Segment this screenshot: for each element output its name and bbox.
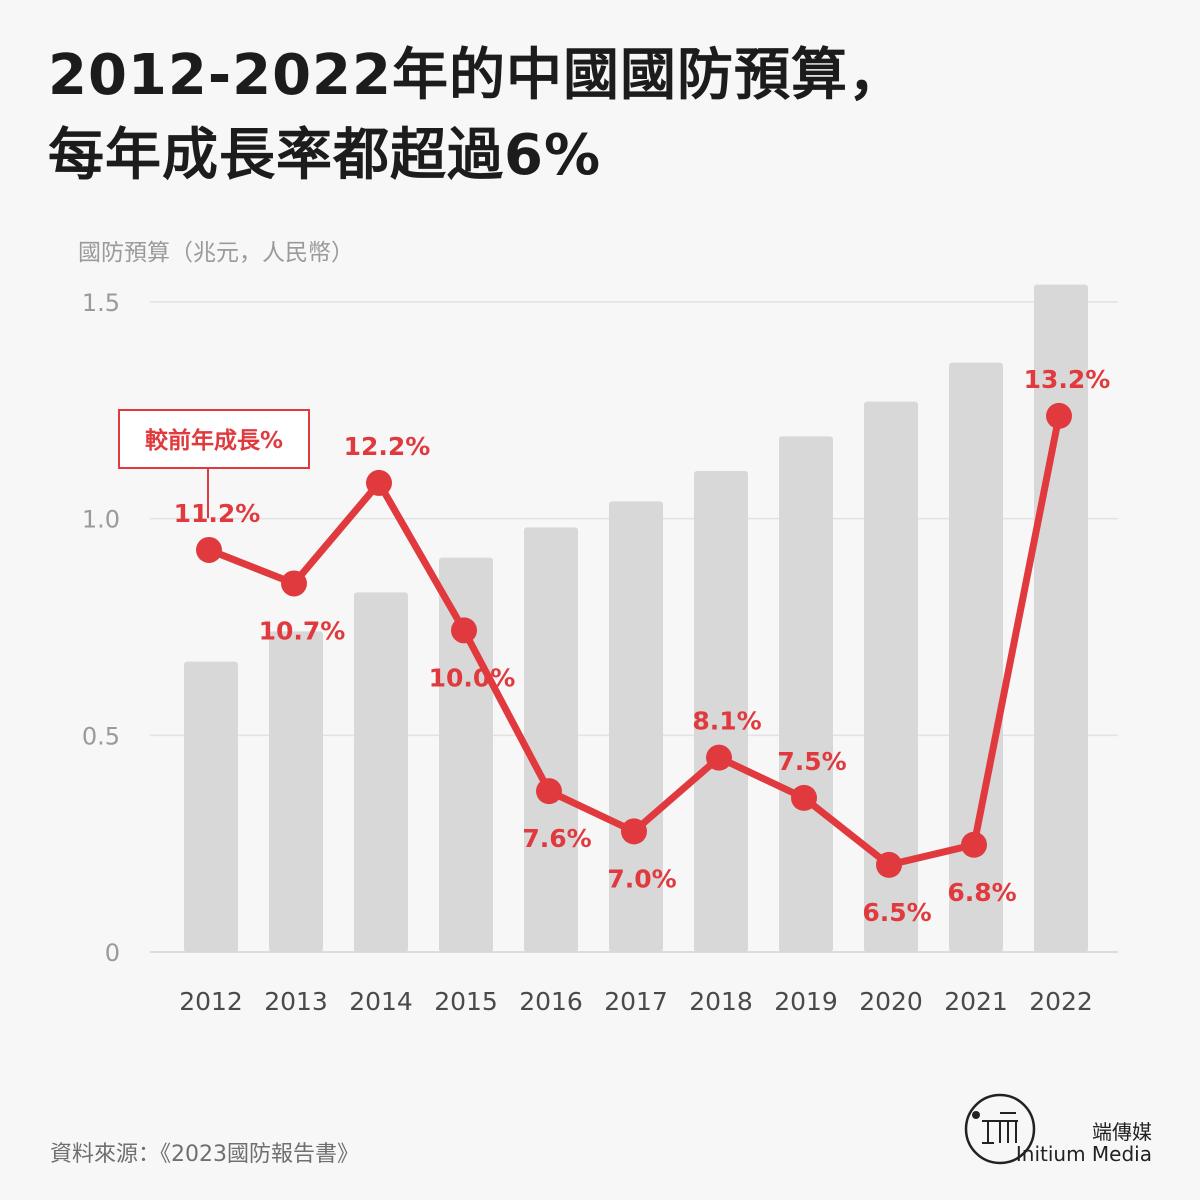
growth-point xyxy=(451,617,477,644)
brand-name-english: Initium Media xyxy=(1015,1142,1152,1166)
bar xyxy=(779,436,833,952)
title-line-2: 每年成長率都超過6% xyxy=(48,123,602,188)
x-tick-label: 2015 xyxy=(434,987,498,1016)
bar xyxy=(609,501,663,952)
legend-box xyxy=(118,409,310,469)
y-axis-label: 國防預算（兆元，人民幣） xyxy=(78,240,354,266)
growth-point xyxy=(281,570,307,597)
growth-label: 10.0% xyxy=(429,663,516,692)
growth-label: 7.5% xyxy=(777,747,846,776)
x-tick-label: 2019 xyxy=(774,987,838,1016)
bar xyxy=(439,557,493,952)
growth-point xyxy=(621,818,647,845)
growth-point xyxy=(706,744,732,771)
legend-label: 較前年成長% xyxy=(145,427,283,454)
brand-name-chinese: 端傳媒 xyxy=(1092,1120,1152,1144)
title-line-1: 2012-2022年的中國國防預算， xyxy=(48,43,905,108)
growth-point xyxy=(366,469,392,496)
bar xyxy=(864,401,918,953)
x-tick-label: 2018 xyxy=(689,987,753,1016)
x-tick-label: 2016 xyxy=(519,987,583,1016)
growth-label: 11.2% xyxy=(174,499,261,528)
x-tick-label: 2021 xyxy=(944,987,1008,1016)
y-tick-label: 0.5 xyxy=(82,722,120,750)
growth-label: 13.2% xyxy=(1024,365,1111,394)
y-tick-label: 1.5 xyxy=(82,289,120,317)
bar xyxy=(1034,284,1088,953)
chart: 國防預算（兆元，人民幣） 0 0.5 1.0 1.5 2012 2013 2014 2015 20… xyxy=(78,240,1118,1016)
growth-label: 7.6% xyxy=(522,824,591,853)
growth-label: 10.7% xyxy=(259,616,346,645)
bar xyxy=(524,527,578,952)
bar xyxy=(949,362,1003,953)
growth-label: 7.0% xyxy=(607,864,676,893)
x-tick-label: 2013 xyxy=(264,987,328,1016)
growth-point xyxy=(791,784,817,811)
bar xyxy=(184,661,238,952)
bar xyxy=(354,592,408,952)
growth-point xyxy=(536,778,562,805)
x-tick-label: 2012 xyxy=(179,987,243,1016)
growth-label: 6.8% xyxy=(947,878,1016,907)
growth-label: 6.5% xyxy=(862,898,931,927)
x-tick-label: 2017 xyxy=(604,987,668,1016)
growth-point xyxy=(196,536,222,563)
bar xyxy=(694,471,748,952)
growth-label: 8.1% xyxy=(692,707,761,736)
x-tick-label: 2020 xyxy=(859,987,923,1016)
growth-label: 12.2% xyxy=(344,432,431,461)
source-note: 資料來源：《2023國防報告書》 xyxy=(50,1142,359,1167)
x-tick-label: 2022 xyxy=(1029,987,1093,1016)
y-tick-label: 1.0 xyxy=(82,506,120,534)
initium-logo-icon xyxy=(964,1093,1036,1165)
growth-point xyxy=(961,831,987,858)
y-tick-label: 0 xyxy=(105,939,120,967)
chart-title: 2012-2022年的中國國防預算， 每年成長率都超過6% xyxy=(48,36,905,196)
x-tick-label: 2014 xyxy=(349,987,413,1016)
bar xyxy=(269,631,323,952)
growth-point xyxy=(1046,402,1072,429)
growth-point xyxy=(876,851,902,878)
